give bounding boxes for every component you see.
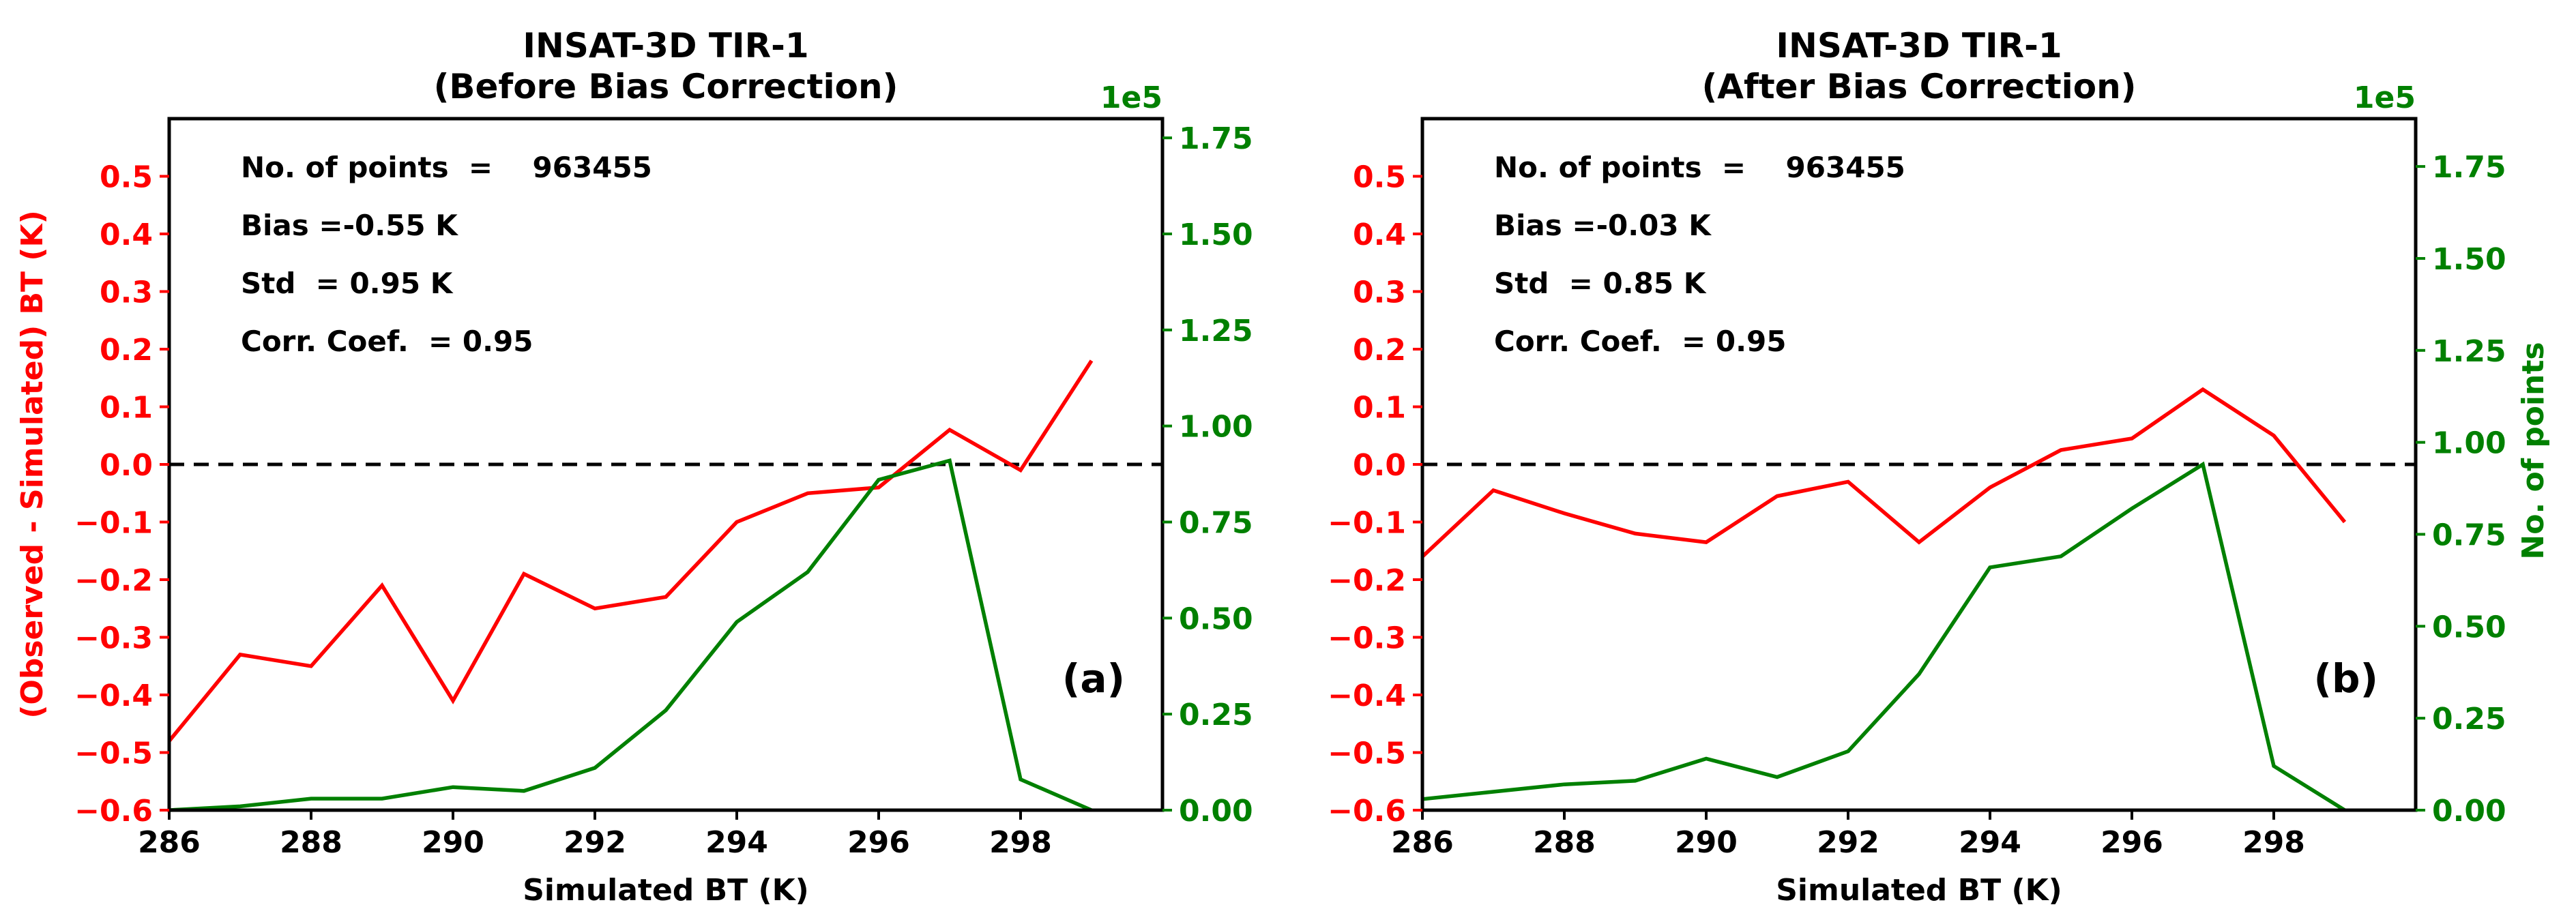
y-left-axis-label: (Observed - Simulated) BT (K) — [15, 210, 50, 718]
y-left-tick-label: 0.3 — [100, 276, 153, 310]
y-right-tick-label: 0.00 — [1179, 794, 1253, 829]
bias-series-line — [1421, 387, 2347, 559]
y-right-tick-label: 1.50 — [2432, 242, 2506, 277]
y-right-tick-label: 1.25 — [2432, 334, 2506, 369]
x-tick-label: 290 — [1675, 825, 1738, 860]
y-left-tick-label: 0.3 — [1353, 276, 1406, 310]
y-left-tick-label: −0.6 — [1328, 794, 1406, 829]
x-tick-label: 286 — [138, 825, 201, 860]
y-left-tick-label: −0.3 — [1328, 621, 1406, 656]
chart-title-line1: INSAT-3D TIR-1 — [1776, 26, 2062, 65]
y-left-tick-label: −0.4 — [74, 679, 153, 713]
y-right-tick-label: 1.75 — [1179, 121, 1253, 156]
x-tick-label: 292 — [1817, 825, 1879, 860]
y-left-tick-label: −0.2 — [74, 563, 153, 598]
y-right-tick-label: 0.75 — [1179, 506, 1253, 541]
y-left-tick-label: −0.2 — [1328, 563, 1406, 598]
stats-line: No. of points = 963455 — [1494, 151, 1905, 184]
y-left-tick-label: 0.1 — [100, 391, 153, 426]
x-tick-label: 288 — [280, 825, 342, 860]
y-right-tick-label: 1.25 — [1179, 314, 1253, 348]
y-right-axis-label: No. of points — [2516, 342, 2551, 559]
count-series-line — [1422, 461, 2346, 812]
stats-line: Std = 0.85 K — [1494, 267, 1707, 300]
y-right-tick-label: 0.00 — [2432, 794, 2506, 829]
x-tick-label: 286 — [1391, 825, 1454, 860]
y-left-tick-label: −0.5 — [74, 737, 153, 771]
stats-line: No. of points = 963455 — [241, 151, 652, 184]
panel-label: (a) — [1062, 655, 1125, 702]
y-left-tick-label: 0.0 — [1353, 448, 1406, 483]
chart-title-line2: (After Bias Correction) — [1701, 67, 2136, 106]
y-left-tick-label: −0.1 — [74, 506, 153, 541]
y-left-tick-label: 0.2 — [1353, 333, 1406, 368]
y-left-tick-label: −0.5 — [1328, 737, 1406, 771]
count-series-line — [169, 458, 1093, 812]
stats-line: Corr. Coef. = 0.95 — [241, 325, 533, 358]
y-left-tick-label: −0.1 — [1328, 506, 1406, 541]
x-axis-label: Simulated BT (K) — [523, 873, 809, 908]
y-left-tick-label: 0.1 — [1353, 391, 1406, 426]
x-tick-label: 294 — [705, 825, 768, 860]
y-right-tick-label: 1.00 — [2432, 426, 2506, 461]
right-axis-offset-label: 1e5 — [2354, 80, 2416, 115]
stats-line: Std = 0.95 K — [241, 267, 454, 300]
y-left-tick-label: 0.2 — [100, 333, 153, 368]
y-right-tick-label: 0.50 — [1179, 601, 1253, 636]
right-axis-offset-label: 1e5 — [1100, 80, 1162, 115]
x-tick-label: 288 — [1533, 825, 1596, 860]
y-right-tick-label: 1.75 — [2432, 150, 2506, 185]
chart-panel-b: INSAT-3D TIR-1(After Bias Correction) 1e5… — [1328, 26, 2551, 908]
x-tick-label: 298 — [2242, 825, 2305, 860]
y-right-tick-label: 0.25 — [1179, 698, 1253, 732]
y-right-tick-label: 1.00 — [1179, 410, 1253, 445]
y-right-tick-label: 1.50 — [1179, 218, 1253, 252]
stats-line: Bias =-0.55 K — [241, 209, 458, 242]
y-left-tick-label: 0.4 — [100, 218, 153, 252]
chart-title-line2: (Before Bias Correction) — [434, 67, 898, 106]
x-tick-label: 296 — [847, 825, 910, 860]
y-left-tick-label: −0.4 — [1328, 679, 1406, 713]
stats-line: Corr. Coef. = 0.95 — [1494, 325, 1786, 358]
x-tick-label: 294 — [1959, 825, 2021, 860]
y-left-tick-label: 0.5 — [1353, 160, 1406, 195]
y-right-tick-label: 0.75 — [2432, 518, 2506, 552]
y-left-tick-label: 0.4 — [1353, 218, 1406, 252]
x-tick-label: 296 — [2101, 825, 2163, 860]
y-right-tick-label: 0.50 — [2432, 610, 2506, 644]
chart-panel-a: INSAT-3D TIR-1(Before Bias Correction) 1e… — [15, 26, 1253, 908]
chart-title-line1: INSAT-3D TIR-1 — [523, 26, 808, 65]
y-left-tick-label: 0.5 — [100, 160, 153, 195]
panel-label: (b) — [2313, 655, 2378, 702]
stats-line: Bias =-0.03 K — [1494, 209, 1712, 242]
bias-series-line — [167, 359, 1094, 743]
x-tick-label: 290 — [422, 825, 484, 860]
y-left-tick-label: −0.3 — [74, 621, 153, 656]
y-left-tick-label: 0.0 — [100, 448, 153, 483]
x-tick-label: 298 — [989, 825, 1052, 860]
x-axis-label: Simulated BT (K) — [1776, 873, 2062, 908]
y-right-tick-label: 0.25 — [2432, 702, 2506, 737]
y-left-tick-label: −0.6 — [74, 794, 153, 829]
x-tick-label: 292 — [564, 825, 626, 860]
